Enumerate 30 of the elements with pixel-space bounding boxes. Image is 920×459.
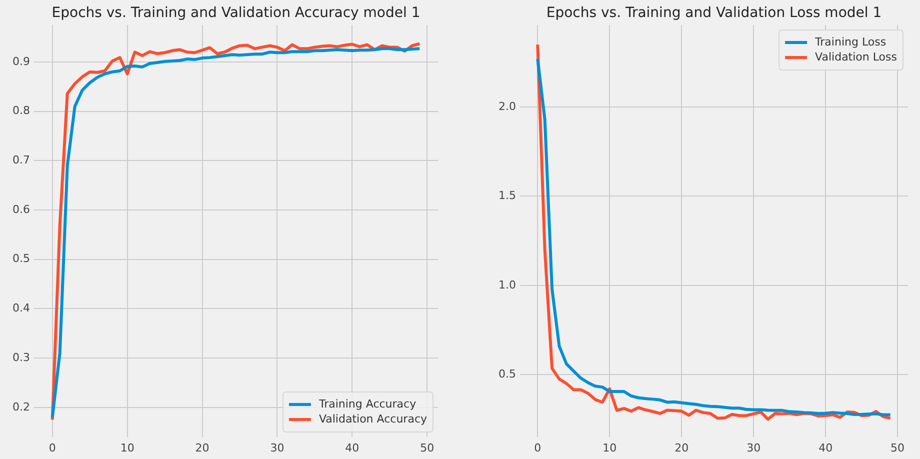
y-tick-label: 0.6 <box>12 202 30 216</box>
x-tick-label: 10 <box>120 441 134 454</box>
legend-label: Training Loss <box>814 35 886 48</box>
x-tick-label: 0 <box>48 441 56 454</box>
chart-title: Epochs vs. Training and Validation Loss model 1 <box>546 5 882 22</box>
x-tick-label: 40 <box>818 441 833 454</box>
y-tick-label: 0.7 <box>12 154 30 167</box>
y-tick-label: 1.0 <box>498 278 516 292</box>
x-tick-label: 0 <box>534 441 542 454</box>
x-tick-label: 20 <box>195 441 210 454</box>
y-tick-label: 0.2 <box>12 400 30 414</box>
x-tick-label: 30 <box>270 441 284 454</box>
x-tick-label: 30 <box>746 441 761 454</box>
x-tick-label: 10 <box>602 441 617 454</box>
y-tick-label: 0.9 <box>12 54 30 68</box>
legend-label: Validation Loss <box>815 50 898 64</box>
x-tick-label: 40 <box>345 441 360 454</box>
y-tick-label: 0.8 <box>12 104 30 118</box>
y-tick-label: 2.0 <box>498 100 516 113</box>
y-tick-label: 1.5 <box>498 189 516 202</box>
chart-title: Epochs vs. Training and Validation Accuracy model 1 <box>52 5 420 22</box>
x-tick-label: 20 <box>674 441 689 454</box>
x-tick-label: 50 <box>890 441 905 454</box>
x-tick-label: 50 <box>420 441 434 454</box>
y-tick-label: 0.4 <box>12 302 30 315</box>
y-tick-label: 0.3 <box>12 350 30 364</box>
y-tick-label: 0.5 <box>12 252 30 266</box>
y-tick-label: 0.5 <box>498 367 516 380</box>
legend-label: Training Accuracy <box>318 397 417 410</box>
legend-label: Validation Accuracy <box>318 412 428 426</box>
